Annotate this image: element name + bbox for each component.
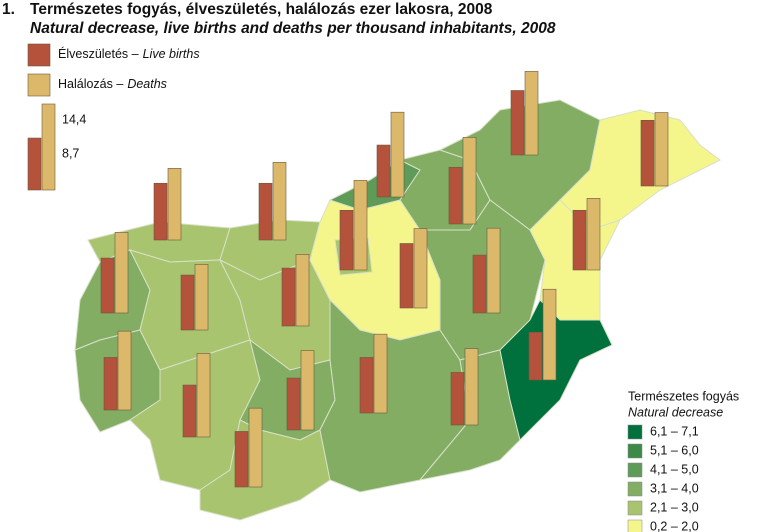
deaths-bar [295,254,310,327]
class-legend-title-en: Natural decrease [628,405,723,419]
births-bar [450,372,465,426]
deaths-bar [464,348,479,426]
births-bar [258,182,273,241]
deaths-bar [353,180,368,271]
births-bar [100,257,115,314]
births-bar [510,90,525,156]
deaths-bar [194,264,209,331]
deaths-bar [586,198,601,271]
class-label: 5,1 – 6,0 [650,443,699,457]
bars [100,71,669,488]
births-bar [359,357,374,414]
class-label: 2,1 – 3,0 [650,500,699,514]
figure-number: 1. [2,1,15,18]
legend-swatch [27,73,51,97]
births-bar [572,209,587,271]
regions [74,99,721,521]
deaths-bar [542,288,557,381]
region [199,419,331,521]
scale-key-label: 14,4 [62,112,86,126]
class-swatch [627,424,643,440]
births-bar [286,377,301,431]
legend-name-en: Deaths [127,77,167,91]
births-bar [376,144,391,198]
deaths-bar [167,168,182,241]
births-bar [528,331,543,381]
births-bar [281,267,296,327]
class-swatch [627,481,643,497]
title: Természetes fogyás, élveszületés, halálo… [30,1,493,18]
deaths-bar [196,353,211,438]
legend-label: Élveszületés – Live births [58,46,200,61]
deaths-bar [654,112,669,187]
legend-swatch [27,43,51,67]
class-label: 3,1 – 4,0 [650,481,699,495]
deaths-bar [117,330,132,411]
births-bar [472,254,487,314]
scale-key-bar [41,103,56,191]
births-bar [153,182,168,241]
legend-label: Halálozás – Deaths [58,77,167,91]
deaths-bar [413,228,428,309]
class-label: 4,1 – 5,0 [650,462,699,476]
deaths-bar [373,333,388,414]
births-bar [448,166,463,225]
deaths-bar [524,71,539,156]
class-label: 6,1 – 7,1 [650,424,699,438]
subtitle: Natural decrease, live births and deaths… [30,20,556,37]
legend-name: Élveszületés – [58,46,139,61]
births-bar [399,243,414,309]
deaths-bar [300,350,315,431]
class-legend-title: Természetes fogyás [628,389,739,403]
scale-key-bar [27,137,42,191]
births-bar [339,209,354,271]
births-bar [234,431,249,488]
deaths-bar [114,232,129,314]
class-swatch [627,443,643,459]
deaths-bar [272,162,287,241]
class-swatch [627,462,643,478]
deaths-bar [390,111,405,198]
legend: Élveszületés – Live births Halálozás – Deat… [27,43,739,532]
births-bar [640,120,655,187]
deaths-bar [462,137,477,225]
births-bar [180,274,195,331]
deaths-bar [486,227,501,314]
births-bar [182,384,197,438]
deaths-bar [248,407,263,488]
class-swatch [627,500,643,516]
class-label: 0,2 – 2,0 [650,519,699,532]
legend-name: Halálozás – [58,77,123,91]
legend-name-en: Live births [143,47,200,61]
scale-key-label: 8,7 [62,146,79,160]
births-bar [103,357,118,411]
class-swatch [627,519,643,532]
